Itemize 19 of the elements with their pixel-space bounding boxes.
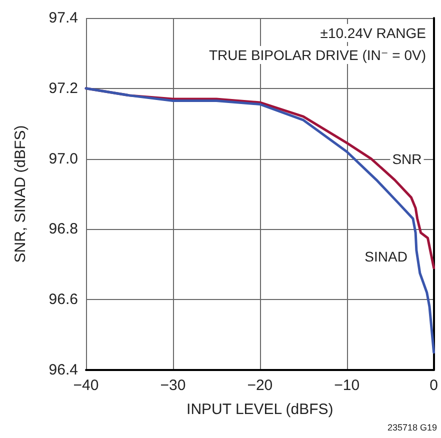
- y-tick-label: 97.2: [48, 80, 78, 97]
- annotation: TRUE BIPOLAR DRIVE (IN⁻ = 0V): [208, 47, 426, 63]
- y-tick-label: 97.4: [48, 10, 78, 26]
- x-tick-label: −10: [334, 377, 360, 394]
- line-series: [84, 87, 436, 354]
- series-label: SNR: [392, 150, 422, 167]
- x-tick-label: −30: [160, 377, 186, 394]
- y-tick-label: 96.8: [48, 220, 78, 238]
- y-tick-label: 97.0: [48, 150, 78, 168]
- x-axis-title: INPUT LEVEL (dBFS): [186, 401, 334, 418]
- x-tick-label: −20: [247, 377, 273, 394]
- x-tick-label: −40: [73, 377, 99, 394]
- x-tick-label: 0: [430, 377, 438, 394]
- y-tick-label: 96.6: [48, 291, 78, 308]
- y-axis-title: SNR, SINAD (dBFS): [12, 125, 29, 263]
- series-label: SINAD: [364, 248, 408, 264]
- text: 235718 G19: [387, 422, 438, 432]
- y-tick-label: 96.4: [48, 362, 78, 378]
- annotation: ±10.24V RANGE: [320, 25, 426, 41]
